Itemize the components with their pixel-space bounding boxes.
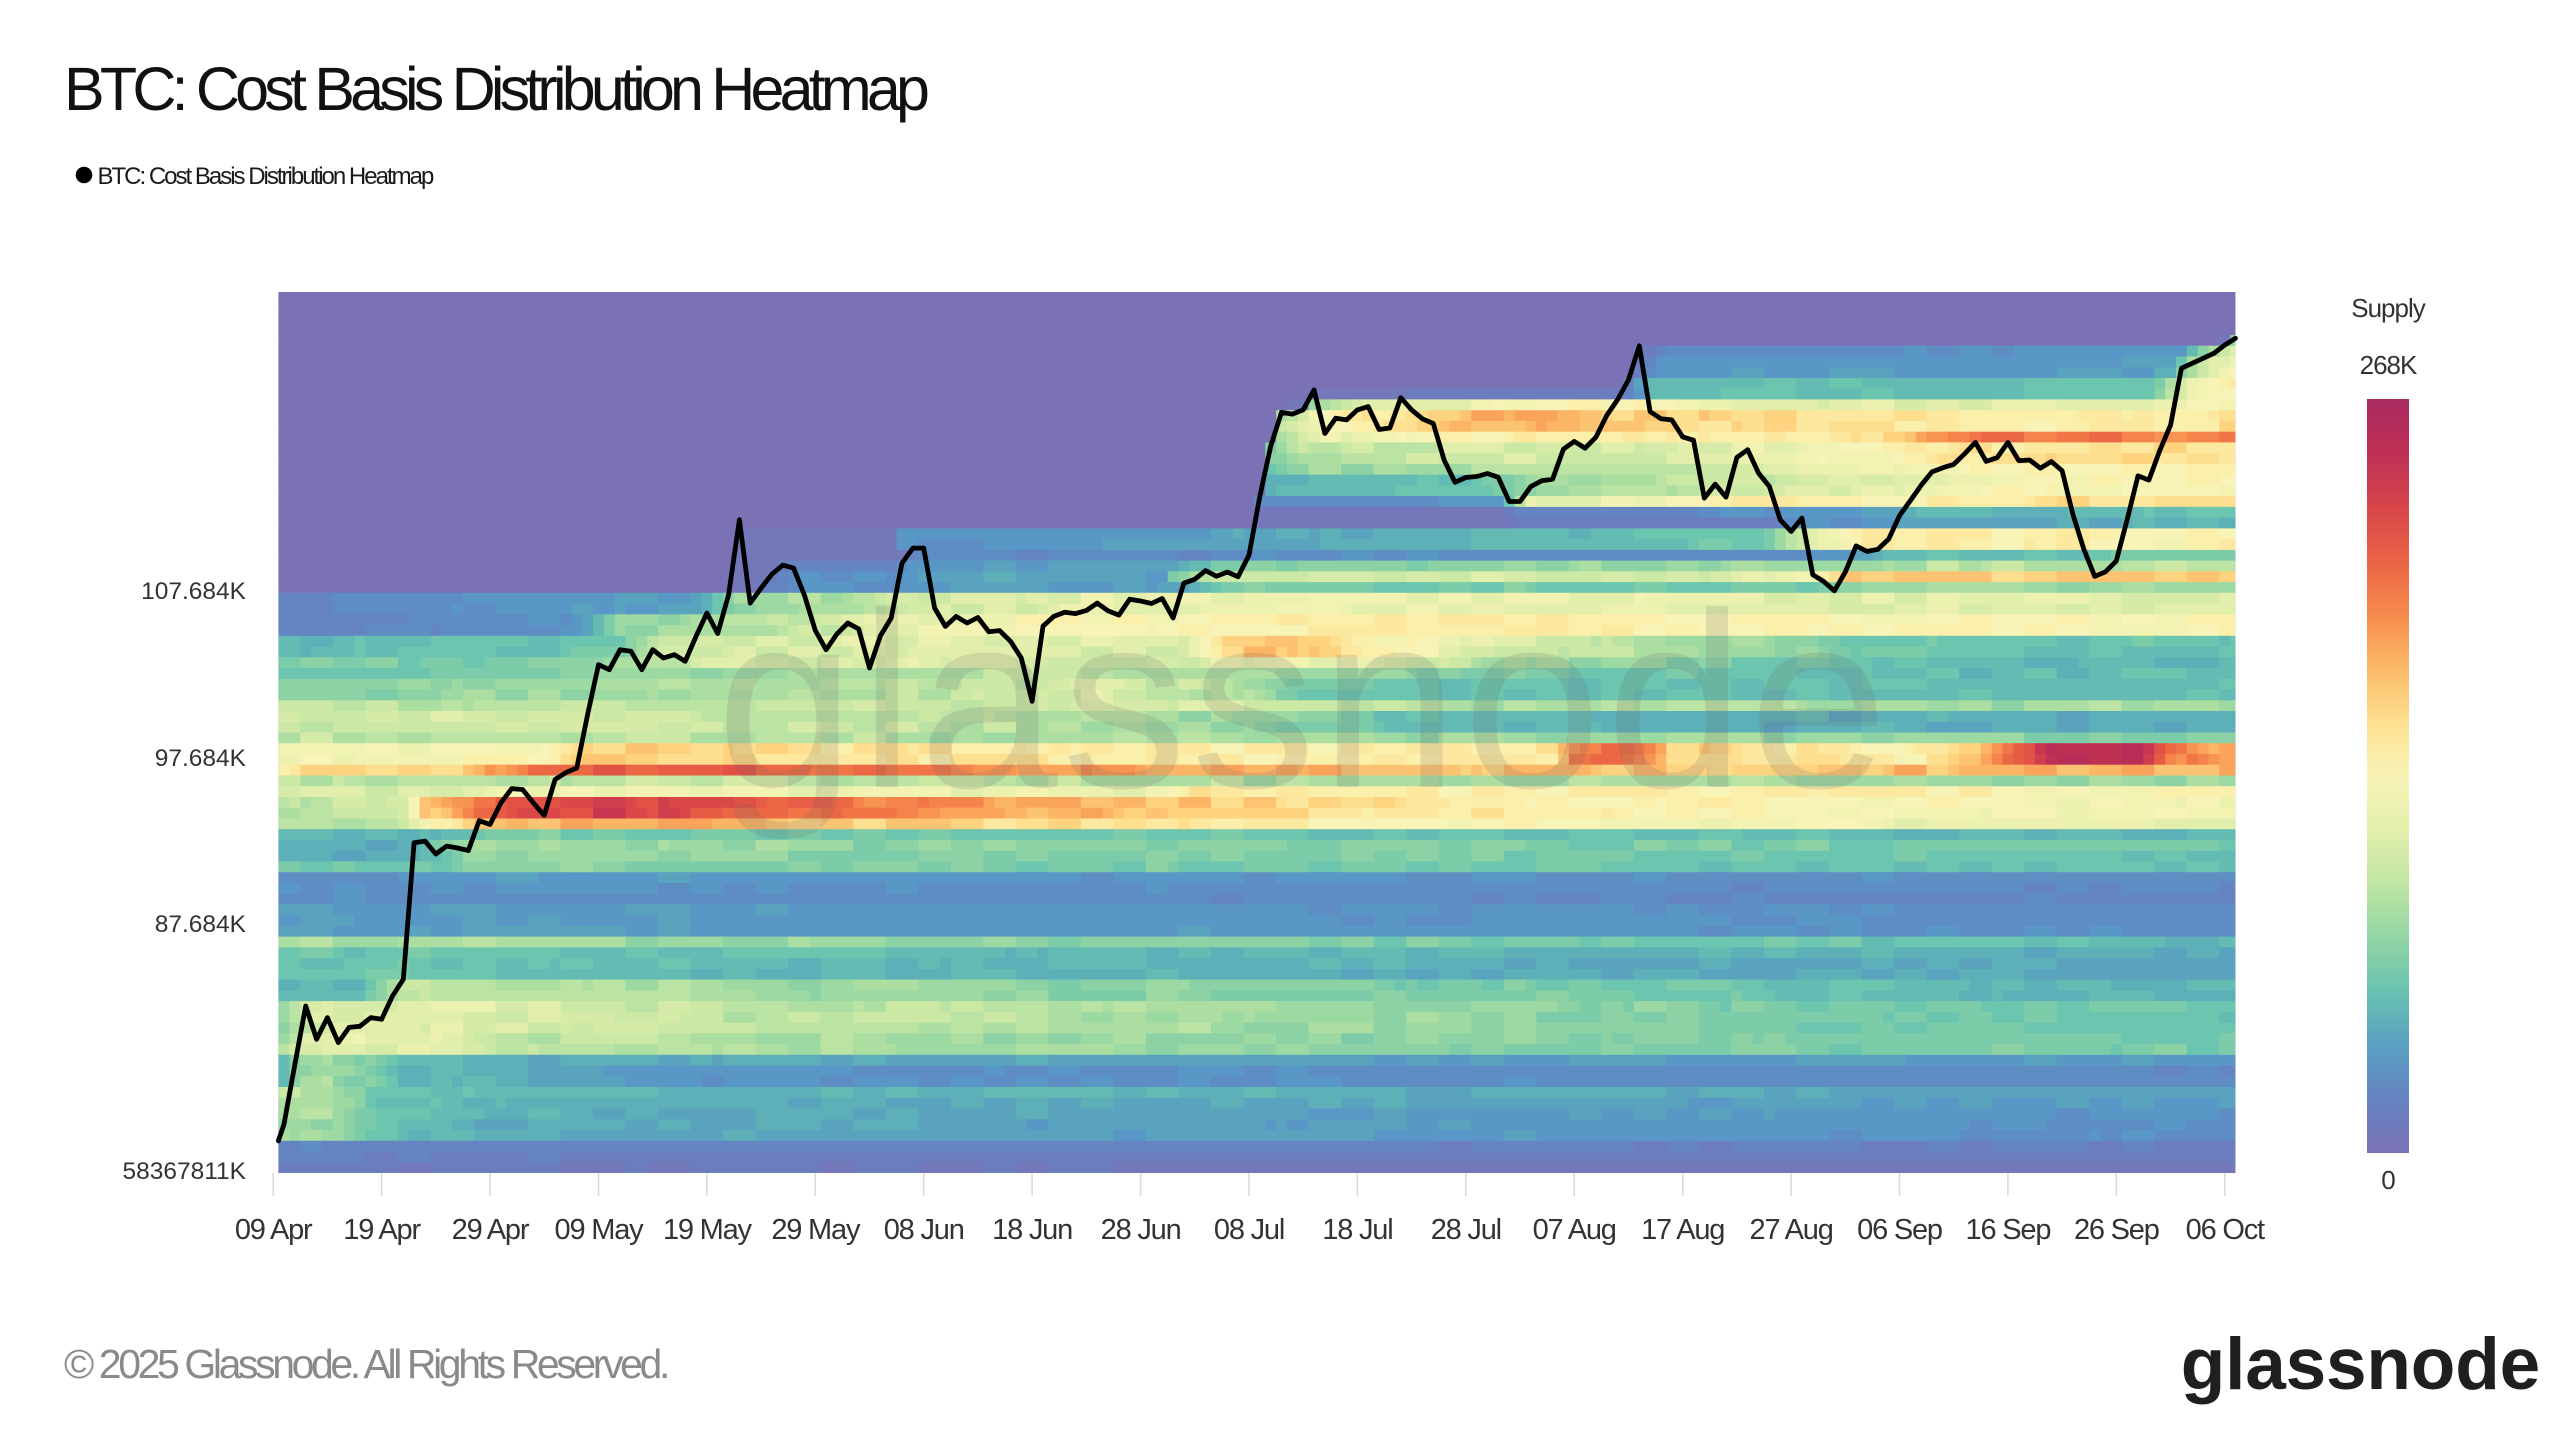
svg-text:18 Jun: 18 Jun	[992, 1214, 1072, 1246]
svg-text:19 May: 19 May	[663, 1214, 753, 1246]
svg-text:268K: 268K	[2360, 350, 2418, 380]
svg-text:87.684K: 87.684K	[155, 911, 247, 938]
svg-text:09 Apr: 09 Apr	[235, 1214, 313, 1246]
svg-text:26 Sep: 26 Sep	[2074, 1214, 2159, 1246]
svg-text:18 Jul: 18 Jul	[1322, 1214, 1392, 1246]
svg-text:BTC: Cost Basis Distribution H: BTC: Cost Basis Distribution Heatmap	[98, 163, 434, 190]
svg-text:06 Oct: 06 Oct	[2186, 1214, 2265, 1246]
svg-text:07 Aug: 07 Aug	[1533, 1214, 1616, 1246]
svg-text:28 Jun: 28 Jun	[1101, 1214, 1181, 1246]
svg-text:06 Sep: 06 Sep	[1857, 1214, 1942, 1246]
svg-text:97.684K: 97.684K	[155, 745, 247, 772]
svg-text:09 May: 09 May	[555, 1214, 645, 1246]
svg-text:29 May: 29 May	[771, 1214, 861, 1246]
svg-text:BTC: Cost Basis Distribution H: BTC: Cost Basis Distribution Heatmap	[64, 55, 928, 123]
svg-text:16 Sep: 16 Sep	[1966, 1214, 2051, 1246]
svg-text:glassnode: glassnode	[716, 561, 1892, 840]
svg-text:Supply: Supply	[2351, 293, 2425, 323]
svg-text:19 Apr: 19 Apr	[343, 1214, 421, 1246]
svg-text:0: 0	[2381, 1165, 2395, 1195]
svg-text:17 Aug: 17 Aug	[1641, 1214, 1724, 1246]
svg-text:glassnode: glassnode	[2181, 1324, 2540, 1405]
svg-text:08 Jun: 08 Jun	[884, 1214, 964, 1246]
svg-text:08 Jul: 08 Jul	[1214, 1214, 1284, 1246]
svg-text:© 2025 Glassnode. All Rights R: © 2025 Glassnode. All Rights Reserved.	[64, 1341, 667, 1387]
svg-text:27 Aug: 27 Aug	[1750, 1214, 1833, 1246]
svg-text:28 Jul: 28 Jul	[1431, 1214, 1501, 1246]
svg-text:58367811K: 58367811K	[122, 1158, 246, 1185]
svg-text:29 Apr: 29 Apr	[452, 1214, 530, 1246]
svg-text:107.684K: 107.684K	[141, 578, 247, 605]
